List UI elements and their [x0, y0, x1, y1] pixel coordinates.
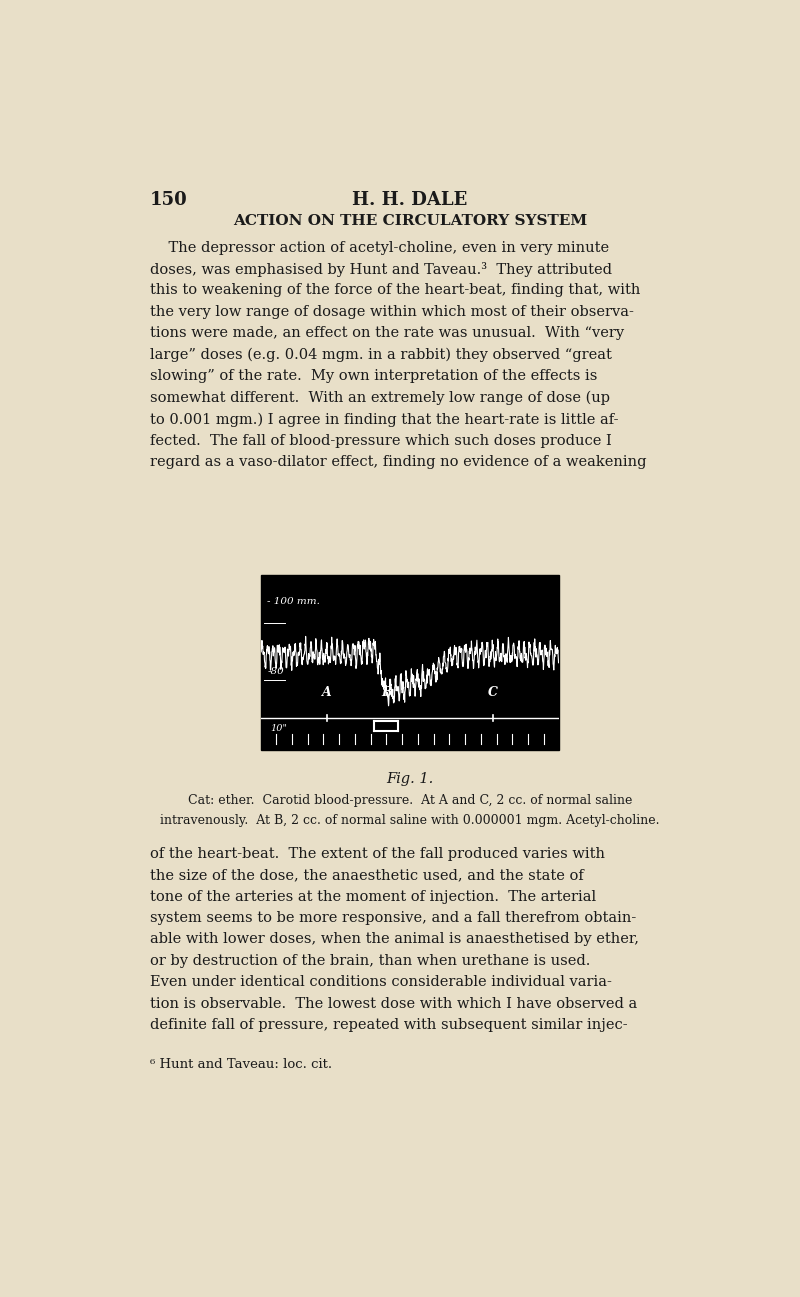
Text: definite fall of pressure, repeated with subsequent similar injec-: definite fall of pressure, repeated with… [150, 1018, 627, 1032]
Text: tone of the arteries at the moment of injection.  The arterial: tone of the arteries at the moment of in… [150, 890, 596, 904]
Text: C: C [488, 686, 498, 699]
Text: the size of the dose, the anaesthetic used, and the state of: the size of the dose, the anaesthetic us… [150, 868, 583, 882]
Text: somewhat different.  With an extremely low range of dose (up: somewhat different. With an extremely lo… [150, 390, 610, 405]
Text: to 0.001 mgm.) I agree in finding that the heart-rate is little af-: to 0.001 mgm.) I agree in finding that t… [150, 412, 618, 427]
Text: of the heart-beat.  The extent of the fall produced varies with: of the heart-beat. The extent of the fal… [150, 847, 605, 861]
Text: -80: -80 [267, 667, 284, 676]
Text: doses, was emphasised by Hunt and Taveau.³  They attributed: doses, was emphasised by Hunt and Taveau… [150, 262, 612, 278]
Text: - 100 mm.: - 100 mm. [267, 598, 320, 606]
Text: the very low range of dosage within which most of their observa-: the very low range of dosage within whic… [150, 305, 634, 319]
Text: Cat: ether.  Carotid blood-pressure.  At A and C, 2 cc. of normal saline: Cat: ether. Carotid blood-pressure. At A… [188, 794, 632, 807]
Text: A: A [322, 686, 331, 699]
Text: this to weakening of the force of the heart-beat, finding that, with: this to weakening of the force of the he… [150, 284, 640, 297]
Text: ACTION ON THE CIRCULATORY SYSTEM: ACTION ON THE CIRCULATORY SYSTEM [233, 214, 587, 227]
Text: system seems to be more responsive, and a fall therefrom obtain-: system seems to be more responsive, and … [150, 910, 636, 925]
Text: ⁶ Hunt and Taveau: loc. cit.: ⁶ Hunt and Taveau: loc. cit. [150, 1058, 332, 1071]
Text: large” doses (e.g. 0.04 mgm. in a rabbit) they observed “great: large” doses (e.g. 0.04 mgm. in a rabbit… [150, 348, 611, 362]
Text: Fig. 1.: Fig. 1. [386, 772, 434, 786]
Text: fected.  The fall of blood-pressure which such doses produce I: fected. The fall of blood-pressure which… [150, 433, 611, 447]
Text: 10": 10" [270, 725, 287, 733]
Text: able with lower doses, when the animal is anaesthetised by ether,: able with lower doses, when the animal i… [150, 933, 638, 947]
Text: tion is observable.  The lowest dose with which I have observed a: tion is observable. The lowest dose with… [150, 997, 637, 1010]
Text: intravenously.  At B, 2 cc. of normal saline with 0.000001 mgm. Acetyl-choline.: intravenously. At B, 2 cc. of normal sal… [160, 815, 660, 827]
Text: tions were made, an effect on the rate was unusual.  With “very: tions were made, an effect on the rate w… [150, 327, 624, 340]
Text: regard as a vaso-dilator effect, finding no evidence of a weakening: regard as a vaso-dilator effect, finding… [150, 455, 646, 470]
Text: or by destruction of the brain, than when urethane is used.: or by destruction of the brain, than whe… [150, 953, 590, 968]
Text: The depressor action of acetyl-choline, even in very minute: The depressor action of acetyl-choline, … [150, 240, 609, 254]
Text: 150: 150 [150, 191, 187, 209]
Text: B: B [381, 686, 391, 699]
Text: Even under identical conditions considerable individual varia-: Even under identical conditions consider… [150, 975, 611, 990]
Text: slowing” of the rate.  My own interpretation of the effects is: slowing” of the rate. My own interpretat… [150, 370, 597, 384]
Bar [262, 575, 558, 750]
Text: H. H. DALE: H. H. DALE [352, 191, 468, 209]
